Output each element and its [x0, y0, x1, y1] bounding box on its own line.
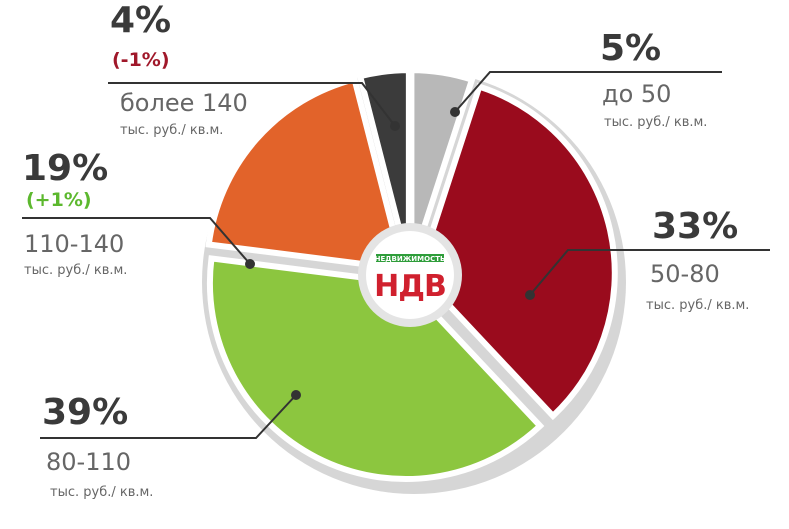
- category-label: 110-140: [24, 230, 124, 258]
- value-label: 39%: [42, 392, 128, 433]
- leader-dot: [450, 107, 460, 117]
- category-label: до 50: [602, 80, 671, 108]
- slice: [356, 67, 412, 267]
- unit-label: тыс. руб./ кв.м.: [50, 485, 153, 500]
- leader-line: [40, 394, 297, 439]
- leader-line: [454, 71, 722, 113]
- leader-line: [22, 217, 251, 265]
- value-label: 33%: [652, 206, 738, 247]
- unit-label: тыс. руб./ кв.м.: [604, 115, 707, 130]
- category-label: более 140: [120, 89, 248, 117]
- slice: [206, 255, 545, 483]
- leader-dot: [291, 390, 301, 400]
- leader-dot: [245, 259, 255, 269]
- slice: [415, 82, 618, 421]
- category-label: 80-110: [46, 448, 131, 476]
- leader-dot: [390, 121, 400, 131]
- leader-line: [529, 249, 770, 296]
- category-label: 50-80: [650, 260, 720, 288]
- change-label: (+1%): [26, 189, 92, 211]
- center: [366, 231, 454, 319]
- value-label: 4%: [110, 0, 171, 41]
- unit-label: тыс. руб./ кв.м.: [24, 263, 127, 278]
- logo-band: [376, 254, 444, 262]
- unit-label: тыс. руб./ кв.м.: [646, 298, 749, 313]
- leader-line: [108, 82, 396, 127]
- value-label: 19%: [22, 148, 108, 189]
- leader-dot: [525, 290, 535, 300]
- change-label: (-1%): [112, 49, 170, 71]
- logo-name: НДВ: [374, 269, 446, 304]
- logo-caption: НЕДВИЖИМОСТЬ: [375, 255, 446, 263]
- value-label: 5%: [600, 28, 661, 69]
- unit-label: тыс. руб./ кв.м.: [120, 123, 223, 138]
